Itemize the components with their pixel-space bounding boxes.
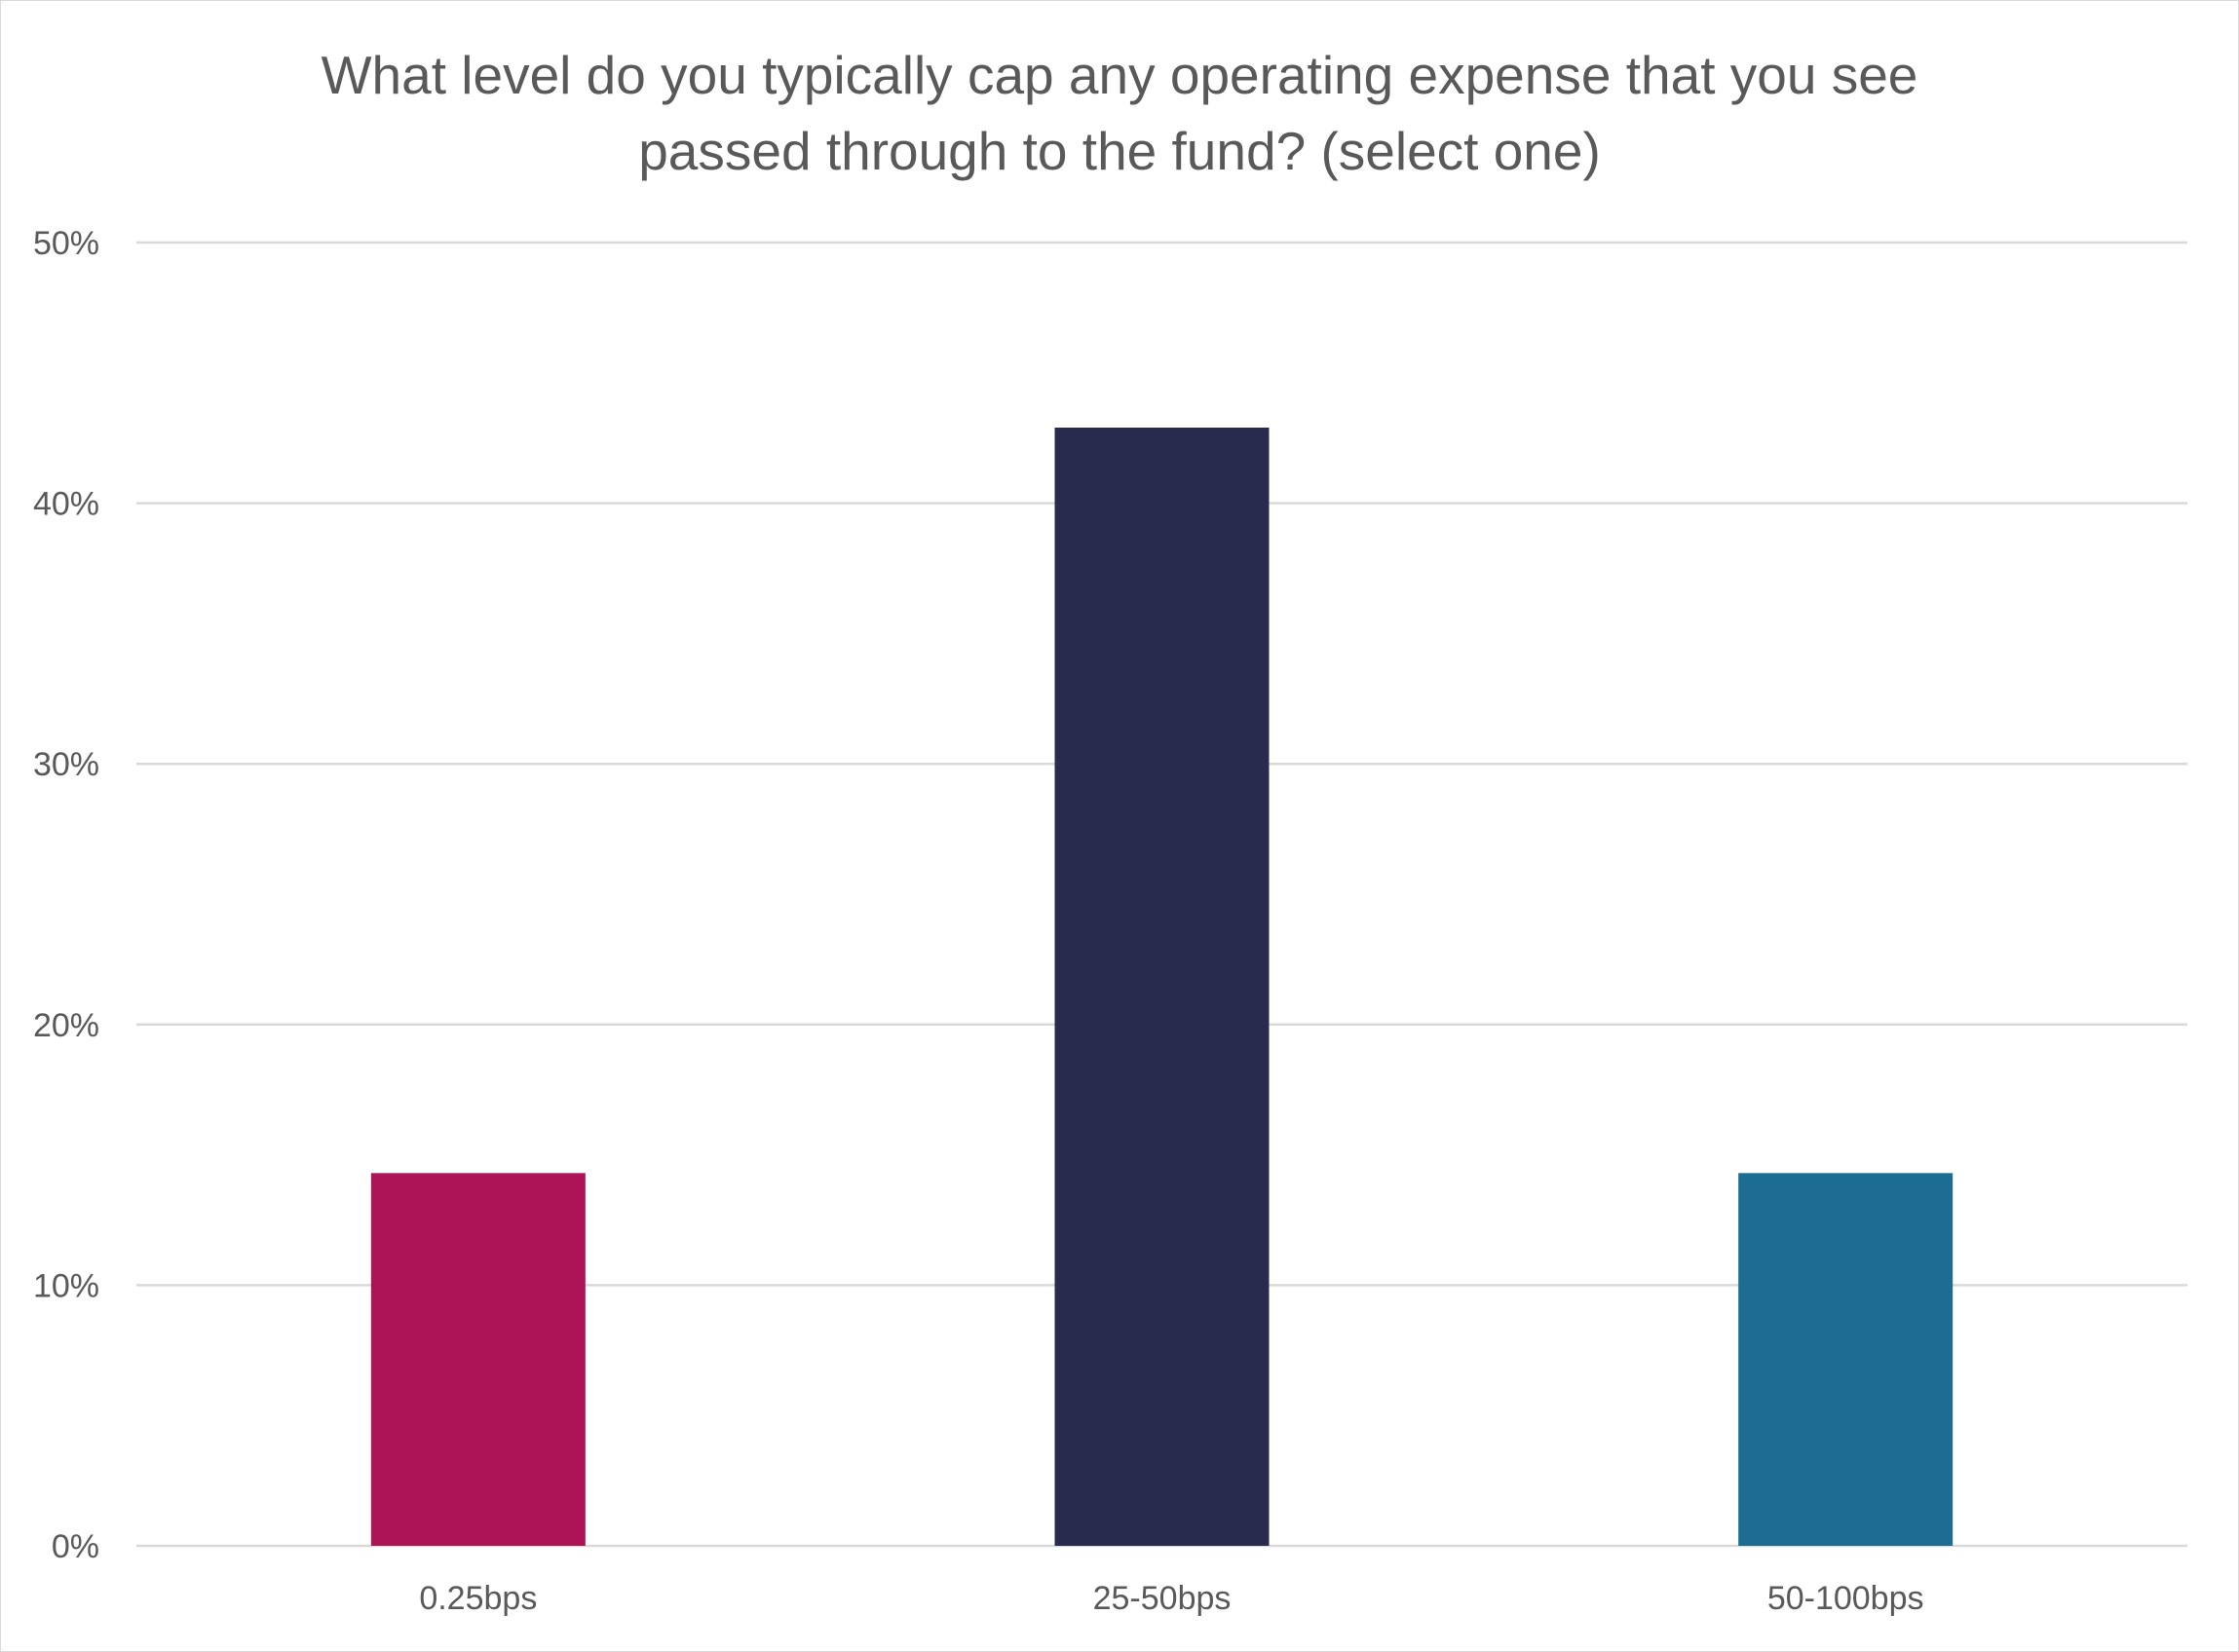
y-tick-label: 50% — [33, 225, 99, 262]
bar-25-50bps — [1054, 427, 1270, 1547]
y-tick-label: 0% — [52, 1528, 99, 1565]
x-tick-label: 50-100bps — [1767, 1580, 1924, 1617]
y-axis-tick-labels: 0% 10% 20% 30% 40% 50% — [33, 225, 99, 1565]
bar-0.25bps — [370, 1173, 586, 1546]
chart-title-line-1: What level do you typically cap any oper… — [322, 45, 1918, 105]
y-tick-label: 20% — [33, 1007, 99, 1044]
y-tick-label: 30% — [33, 746, 99, 783]
y-tick-label: 10% — [33, 1267, 99, 1304]
x-tick-label: 25-50bps — [1093, 1580, 1232, 1617]
bar-50-100bps — [1738, 1173, 1954, 1546]
chart-title: What level do you typically cap any oper… — [322, 45, 1918, 181]
x-axis-tick-labels: 0.25bps 25-50bps 50-100bps — [419, 1580, 1923, 1617]
x-tick-label: 0.25bps — [419, 1580, 537, 1617]
chart-title-line-2: passed through to the fund? (select one) — [638, 121, 1601, 181]
bars — [370, 427, 1954, 1547]
y-tick-label: 40% — [33, 486, 99, 523]
